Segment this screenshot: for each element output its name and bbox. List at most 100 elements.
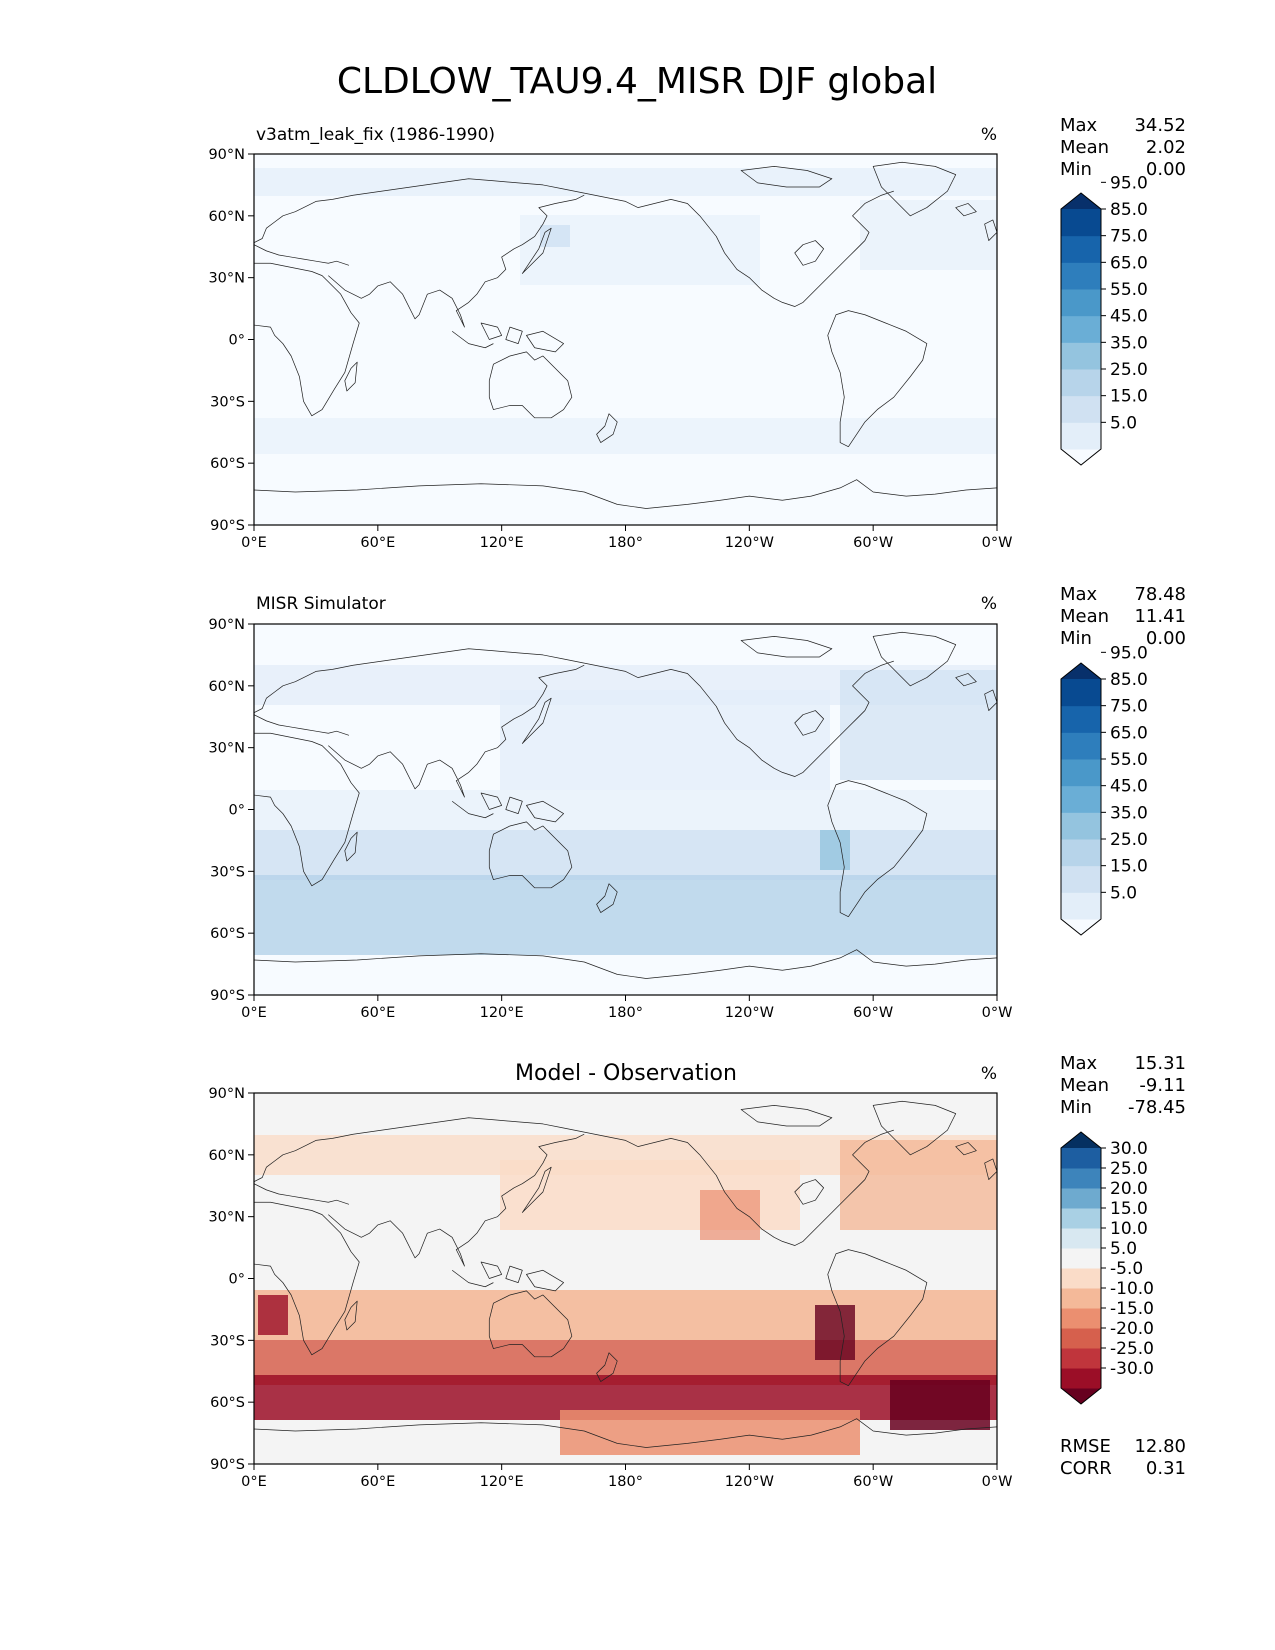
- x-tick-label: 0°E: [241, 1005, 267, 1021]
- y-tick-label: 90°N: [208, 147, 245, 163]
- colorbar-segment: [1061, 1368, 1101, 1389]
- colorbar-segment: [1061, 1188, 1101, 1209]
- x-tick-label: 60°W: [853, 1474, 893, 1490]
- x-tick-label: 120°W: [725, 535, 774, 551]
- colorbar-tick-label: -15.0: [1110, 1299, 1154, 1319]
- stat-value: 34.52: [1134, 115, 1186, 136]
- y-tick-label: 30°N: [208, 271, 245, 287]
- colorbar-tick-label: -10.0: [1110, 1279, 1154, 1299]
- stat-value: 0.00: [1146, 159, 1186, 180]
- colorbar-tick-label: 85.0: [1110, 200, 1148, 220]
- colorbar-segment: [1061, 785, 1101, 813]
- colorbar-tick-label: 55.0: [1110, 280, 1148, 300]
- colorbar-segment: [1061, 812, 1101, 840]
- stat-value: -78.45: [1128, 1097, 1186, 1118]
- colorbar-outline: [1060, 662, 1102, 936]
- y-tick-label: 30°N: [208, 741, 245, 757]
- colorbar-segment: [1061, 839, 1101, 867]
- colorbar-tick-label: 15.0: [1110, 857, 1148, 877]
- colorbar-extend-min: [1061, 919, 1101, 935]
- stat-value: -9.11: [1139, 1075, 1186, 1096]
- y-tick-label: 90°N: [208, 1086, 245, 1102]
- x-tick-label: 120°E: [480, 1474, 524, 1490]
- map-field: [254, 161, 997, 509]
- field-band-antarctic: [560, 1410, 860, 1455]
- x-tick-label: 0°W: [982, 535, 1013, 551]
- stat-label: Min: [1060, 159, 1092, 180]
- colorbar-tick-label: 45.0: [1110, 777, 1148, 797]
- colorbar-segment: [1061, 1348, 1101, 1369]
- panel-difference: Model - Observation %: [253, 1061, 998, 1465]
- extra-stat-label: RMSE: [1060, 1436, 1111, 1457]
- colorbar-tick-label: 25.0: [1110, 360, 1148, 380]
- x-tick-label: 60°W: [853, 1005, 893, 1021]
- field-band-npac: [500, 690, 830, 790]
- colorbar-tick-label: 35.0: [1110, 333, 1148, 353]
- colorbar-segment: [1061, 315, 1101, 343]
- colorbar-segment: [1061, 422, 1101, 450]
- colorbar-tick-label: 85.0: [1110, 670, 1148, 690]
- x-tick-label: 60°E: [360, 1005, 395, 1021]
- colorbar-segment: [1061, 1248, 1101, 1269]
- colorbar-segment: [1061, 1288, 1101, 1309]
- colorbar-tick-label: 95.0: [1110, 173, 1148, 193]
- y-tick-label: 30°S: [210, 394, 245, 410]
- y-tick-label: 60°S: [210, 926, 245, 942]
- colorbar-tick-label: 15.0: [1110, 387, 1148, 407]
- stat-label: Min: [1060, 1097, 1092, 1118]
- units-label: %: [981, 594, 997, 614]
- colorbar-extend-min: [1061, 1388, 1101, 1404]
- colorbar-segment: [1061, 705, 1101, 733]
- field-band-natl: [840, 670, 997, 780]
- x-tick-label: 180°: [608, 1005, 643, 1021]
- colorbar-tick-label: 25.0: [1110, 830, 1148, 850]
- stat-value: 0.00: [1146, 628, 1186, 649]
- colorbar-extend-min: [1061, 449, 1101, 465]
- colorbar-outline: [1060, 192, 1102, 466]
- x-tick-label: 0°W: [982, 1005, 1013, 1021]
- colorbar-segment: [1061, 732, 1101, 760]
- field-band-tropics: [254, 790, 997, 830]
- colorbar-tick-label: 25.0: [1110, 1159, 1148, 1179]
- stat-value: 11.41: [1134, 606, 1186, 627]
- colorbar-segment: [1061, 395, 1101, 423]
- y-tick-label: 90°S: [210, 988, 245, 1004]
- x-tick-label: 60°W: [853, 535, 893, 551]
- extra-stat-value: 12.80: [1134, 1436, 1186, 1457]
- colorbar-outline: [1060, 1131, 1102, 1405]
- field-band-arctic: [254, 168, 997, 196]
- field-spot-peru: [820, 830, 850, 870]
- colorbar-segment: [1061, 865, 1101, 893]
- colorbar-tick-label: 5.0: [1110, 413, 1137, 433]
- field-band-south-2: [254, 875, 997, 955]
- colorbar-extend-max: [1061, 193, 1101, 209]
- stat-value: 15.31: [1134, 1053, 1186, 1074]
- stat-value: 2.02: [1146, 137, 1186, 158]
- colorbar-segment: [1061, 1208, 1101, 1229]
- colorbar-segment: [1061, 262, 1101, 290]
- colorbar-tick-label: 65.0: [1110, 253, 1148, 273]
- stat-label: Min: [1060, 628, 1092, 649]
- field-band-natl: [860, 200, 997, 270]
- colorbar-extend-max: [1061, 1132, 1101, 1148]
- colorbar-segment: [1061, 1328, 1101, 1349]
- x-tick-label: 60°E: [360, 535, 395, 551]
- stat-label: Mean: [1060, 606, 1109, 627]
- x-tick-label: 120°W: [725, 1005, 774, 1021]
- x-tick-label: 120°E: [480, 535, 524, 551]
- colorbar-segment: [1061, 1268, 1101, 1289]
- field-band-south-1: [254, 830, 997, 880]
- colorbar-segment: [1061, 1168, 1101, 1189]
- field-spot-peru: [815, 1305, 855, 1360]
- colorbar-tick-label: -25.0: [1110, 1339, 1154, 1359]
- panel-title-left: MISR Simulator: [256, 594, 386, 614]
- stat-value: 78.48: [1134, 584, 1186, 605]
- stat-label: Max: [1060, 115, 1098, 136]
- stat-label: Mean: [1060, 137, 1109, 158]
- map-field: [254, 631, 997, 979]
- y-tick-label: 60°S: [210, 456, 245, 472]
- colorbar-tick-label: 75.0: [1110, 697, 1148, 717]
- extra-stat-label: CORR: [1060, 1458, 1112, 1479]
- colorbar-segment: [1061, 1228, 1101, 1249]
- panel-title-center: Model - Observation: [515, 1061, 737, 1086]
